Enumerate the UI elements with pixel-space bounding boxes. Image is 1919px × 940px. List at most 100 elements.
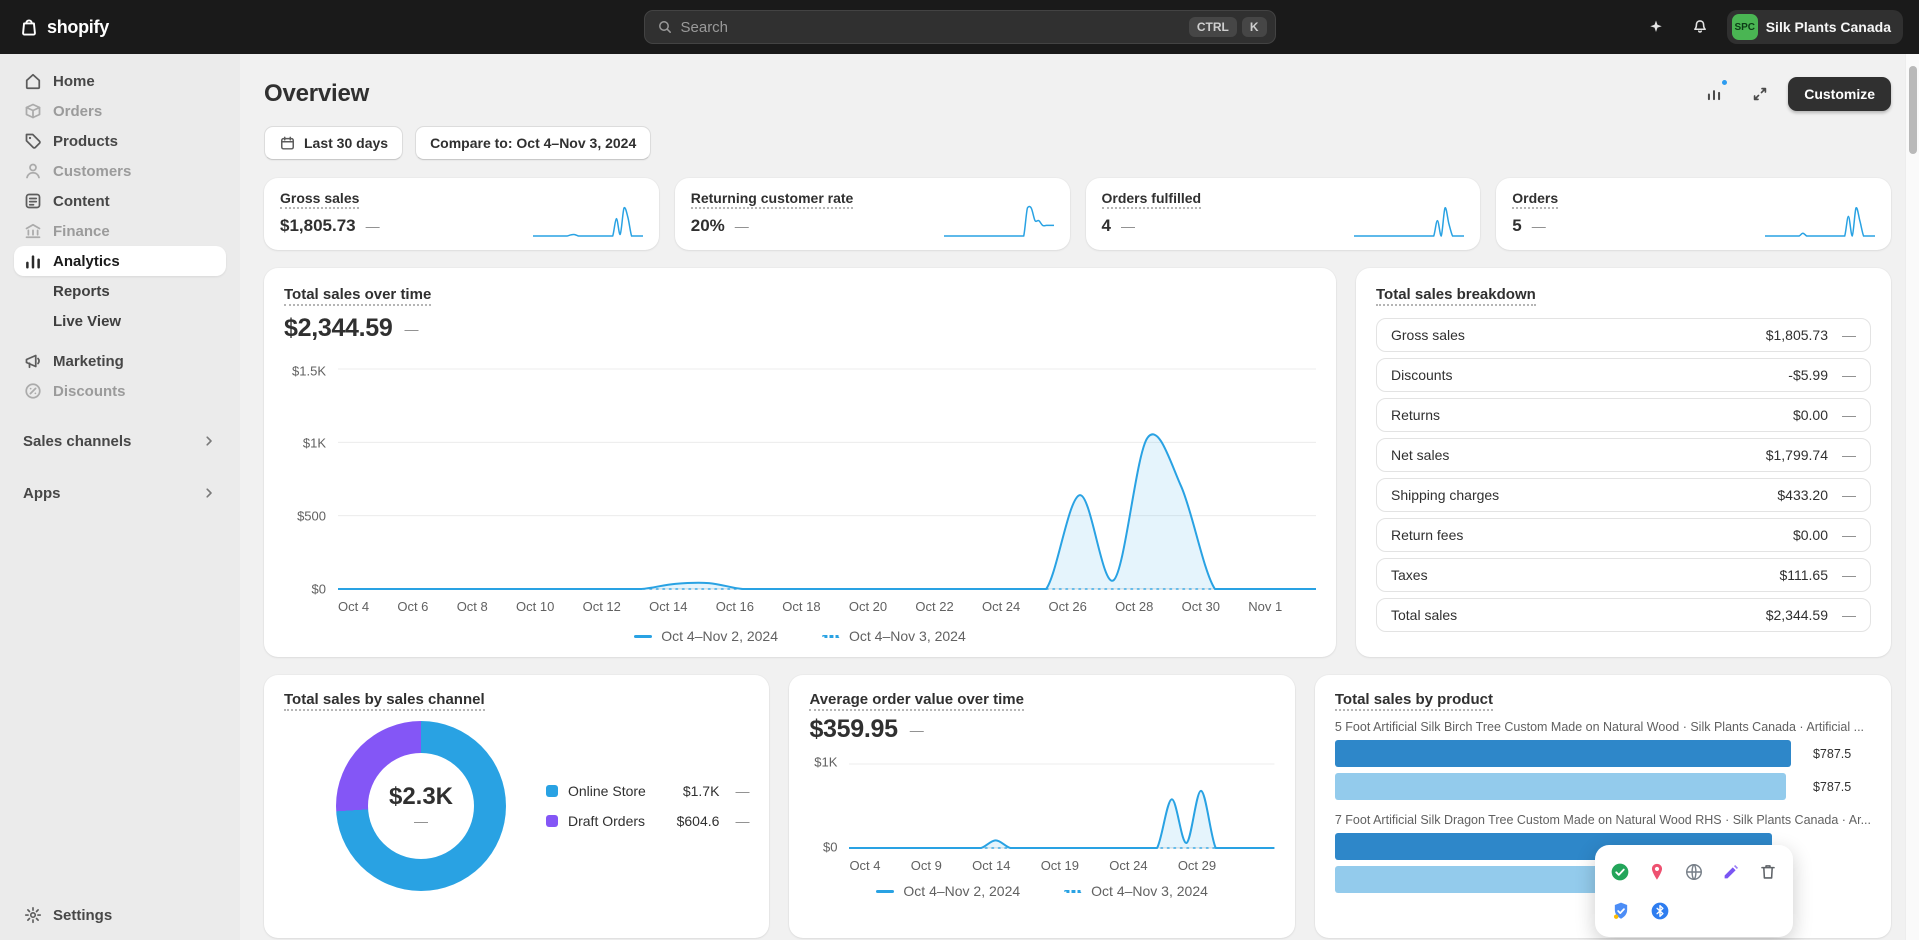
shopify-wordmark: shopify bbox=[47, 16, 109, 37]
pencil-icon bbox=[1724, 864, 1739, 878]
breakdown-row-returns[interactable]: Returns $0.00 — bbox=[1376, 398, 1871, 432]
search-icon bbox=[658, 21, 671, 33]
ctrl-key-hint: CTRL bbox=[1188, 17, 1237, 37]
overlay-globe-button[interactable] bbox=[1677, 854, 1710, 889]
store-menu[interactable]: SPC Silk Plants Canada bbox=[1726, 10, 1903, 44]
x-tick: Oct 19 bbox=[1040, 858, 1079, 873]
no-change-dash: — bbox=[1531, 218, 1546, 234]
discounts-icon bbox=[25, 383, 41, 399]
sidebar-item-content[interactable]: Content bbox=[14, 186, 226, 216]
row-label: Return fees bbox=[1391, 527, 1464, 543]
product-bar-compare[interactable] bbox=[1334, 773, 1787, 800]
sidebar-item-label: Orders bbox=[53, 102, 103, 120]
kpi-row: Gross sales $1,805.73 — Returning custome… bbox=[264, 178, 1891, 250]
row-label: Taxes bbox=[1391, 567, 1428, 583]
trash-icon bbox=[1761, 864, 1776, 879]
legend-compare-period: Oct 4–Nov 3, 2024 bbox=[1064, 883, 1208, 899]
y-axis: $1K $0 bbox=[809, 754, 849, 854]
no-change-dash: — bbox=[1842, 527, 1856, 543]
insights-icon bbox=[1708, 90, 1721, 101]
no-change-dash: — bbox=[734, 218, 749, 234]
kpi-value: $1,805.73 bbox=[280, 216, 356, 235]
breakdown-row-total-sales[interactable]: Total sales $2,344.59 — bbox=[1376, 598, 1871, 632]
analytics-icon bbox=[26, 255, 40, 269]
sidebar-item-products[interactable]: Products bbox=[14, 126, 226, 156]
sidebar-item-settings[interactable]: Settings bbox=[14, 900, 226, 930]
sidebar-item-live-view[interactable]: Live View bbox=[14, 306, 226, 336]
solid-line-swatch bbox=[876, 889, 895, 893]
sales-by-channel-title[interactable]: Total sales by sales channel bbox=[284, 691, 485, 711]
fullscreen-button[interactable] bbox=[1742, 77, 1778, 111]
scrollbar-thumb[interactable] bbox=[1909, 66, 1917, 154]
kpi-card-returning-customer-rate[interactable]: Returning customer rate 20% — bbox=[674, 178, 1070, 250]
no-change-dash: — bbox=[1842, 567, 1856, 583]
sidebar-section-apps[interactable]: Apps bbox=[14, 478, 226, 508]
section-label: Sales channels bbox=[23, 432, 132, 450]
shopify-logo[interactable]: shopify bbox=[0, 16, 109, 38]
sidebar-item-home[interactable]: Home bbox=[14, 66, 226, 96]
overlay-trash-button[interactable] bbox=[1752, 854, 1785, 889]
sidebar-item-label: Analytics bbox=[53, 252, 120, 270]
average-order-value-title[interactable]: Average order value over time bbox=[809, 691, 1024, 711]
total-sales-breakdown-title[interactable]: Total sales breakdown bbox=[1376, 286, 1536, 306]
extension-toolbar-overlay bbox=[1595, 845, 1793, 937]
legend-online-store[interactable]: Online Store $1.7K — bbox=[546, 783, 749, 799]
legend-label: Oct 4–Nov 3, 2024 bbox=[849, 628, 966, 644]
sidebar-item-analytics[interactable]: Analytics bbox=[14, 246, 226, 276]
compare-button[interactable]: Compare to: Oct 4–Nov 3, 2024 bbox=[415, 126, 652, 160]
product-name: 7 Foot Artificial Silk Dragon Tree Custo… bbox=[1334, 813, 1871, 827]
draft-orders-swatch bbox=[546, 815, 558, 827]
sidekick-button[interactable] bbox=[1639, 10, 1673, 44]
overlay-bluetooth-button[interactable] bbox=[1642, 893, 1677, 928]
fullscreen-icon bbox=[1753, 87, 1767, 101]
product-name: 5 Foot Artificial Silk Birch Tree Custom… bbox=[1334, 720, 1865, 734]
date-range-button[interactable]: Last 30 days bbox=[264, 126, 404, 160]
kpi-card-orders[interactable]: Orders 5 — bbox=[1496, 178, 1891, 250]
breakdown-row-return-fees[interactable]: Return fees $0.00 — bbox=[1376, 518, 1871, 552]
sales-by-product-title[interactable]: Total sales by product bbox=[1334, 691, 1493, 711]
row-value: $2,344.59 bbox=[1765, 607, 1828, 623]
notifications-button[interactable] bbox=[1683, 10, 1717, 44]
product-bar-current[interactable] bbox=[1334, 740, 1791, 767]
row-value: $1,805.73 bbox=[1765, 327, 1828, 343]
row-value: $0.00 bbox=[1792, 407, 1828, 423]
global-search[interactable]: CTRL K bbox=[643, 10, 1276, 44]
row-label: Gross sales bbox=[1391, 327, 1465, 343]
sidebar-item-orders[interactable]: Orders bbox=[14, 96, 226, 126]
breakdown-row-shipping-charges[interactable]: Shipping charges $433.20 — bbox=[1376, 478, 1871, 512]
sidebar-section-sales-channels[interactable]: Sales channels bbox=[14, 426, 226, 456]
overlay-check-button[interactable] bbox=[1603, 854, 1636, 889]
x-tick: Oct 16 bbox=[715, 599, 755, 614]
x-tick: Oct 26 bbox=[1048, 599, 1087, 614]
kpi-card-orders-fulfilled[interactable]: Orders fulfilled 4 — bbox=[1085, 178, 1481, 250]
chevron-right-icon bbox=[206, 436, 212, 446]
overlay-pencil-button[interactable] bbox=[1715, 854, 1748, 889]
sidebar-item-marketing[interactable]: Marketing bbox=[14, 346, 226, 376]
sidebar-item-customers[interactable]: Customers bbox=[14, 156, 226, 186]
aov-value: $359.95 bbox=[809, 715, 898, 743]
check-icon bbox=[1611, 863, 1628, 880]
vertical-scrollbar[interactable] bbox=[1905, 54, 1919, 940]
page-header: Overview Customize bbox=[264, 74, 1891, 114]
insights-button[interactable] bbox=[1696, 77, 1732, 111]
search-input[interactable] bbox=[680, 18, 1184, 36]
breakdown-row-taxes[interactable]: Taxes $111.65 — bbox=[1376, 558, 1871, 592]
breakdown-row-gross-sales[interactable]: Gross sales $1,805.73 — bbox=[1376, 318, 1871, 352]
legend-draft-orders[interactable]: Draft Orders $604.6 — bbox=[546, 813, 749, 829]
kpi-label: Orders bbox=[1512, 190, 1559, 209]
no-change-dash: — bbox=[1842, 447, 1856, 463]
sidebar-item-discounts[interactable]: Discounts bbox=[14, 376, 226, 406]
overlay-shield-button[interactable] bbox=[1603, 893, 1638, 928]
breakdown-row-discounts[interactable]: Discounts -$5.99 — bbox=[1376, 358, 1871, 392]
customers-icon bbox=[26, 163, 40, 179]
sidebar-item-finance[interactable]: Finance bbox=[14, 216, 226, 246]
sidebar-item-reports[interactable]: Reports bbox=[14, 276, 226, 306]
no-change-dash: — bbox=[1842, 407, 1856, 423]
x-tick: Oct 14 bbox=[972, 858, 1011, 873]
kpi-card-gross-sales[interactable]: Gross sales $1,805.73 — bbox=[264, 178, 659, 250]
customize-button[interactable]: Customize bbox=[1788, 77, 1891, 111]
x-tick: Oct 14 bbox=[649, 599, 688, 614]
breakdown-row-net-sales[interactable]: Net sales $1,799.74 — bbox=[1376, 438, 1871, 472]
total-sales-over-time-title[interactable]: Total sales over time bbox=[284, 286, 432, 306]
overlay-pin-button[interactable] bbox=[1640, 854, 1673, 889]
